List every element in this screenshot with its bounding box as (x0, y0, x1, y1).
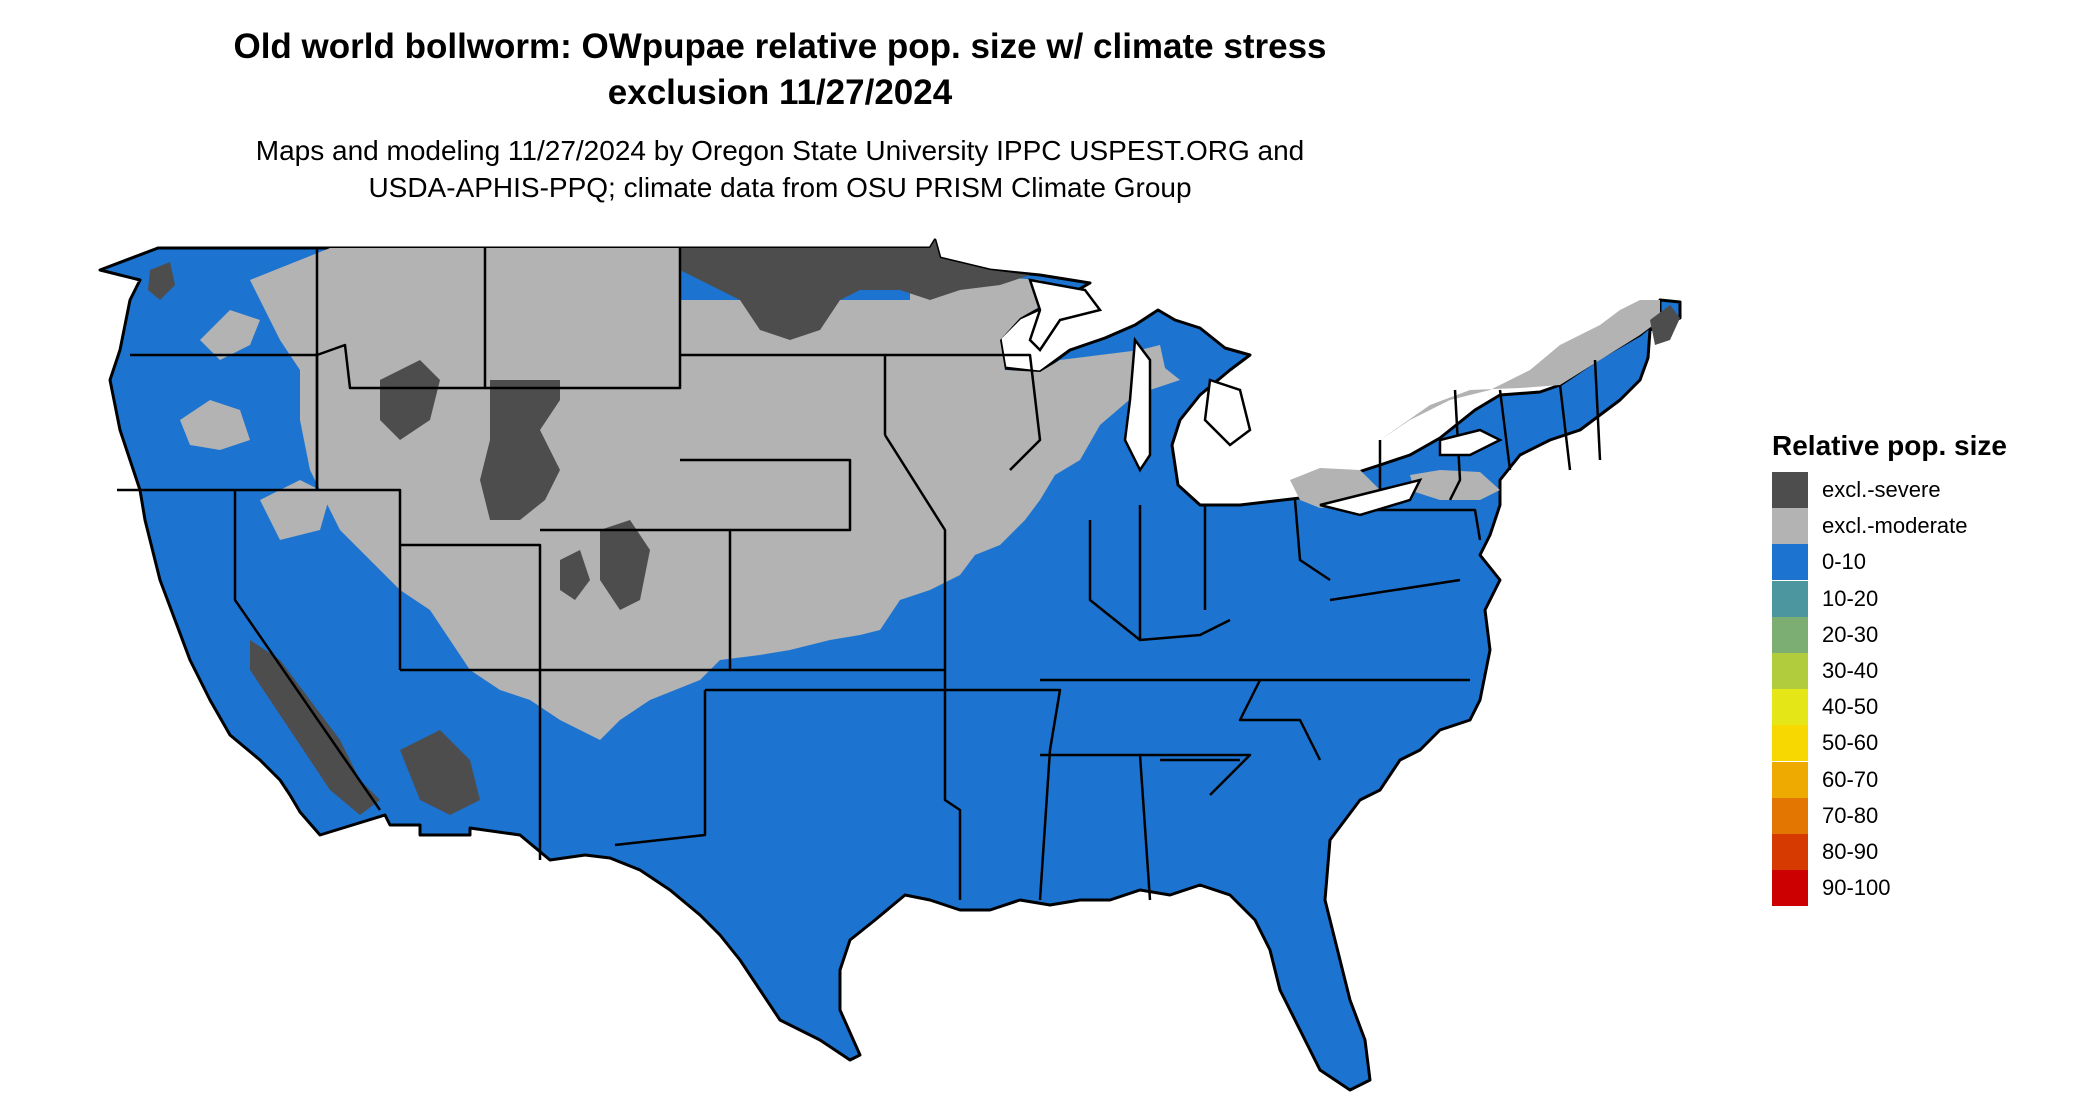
legend-label: 60-70 (1822, 766, 1879, 792)
map-title-line1: Old world bollworm: OWpupae relative pop… (233, 27, 1327, 66)
legend-swatch (1772, 544, 1808, 581)
legend-item: 40-50 (1772, 689, 2082, 726)
legend-item: excl.-moderate (1772, 508, 2082, 545)
legend-item: 0-10 (1772, 544, 2082, 581)
legend-swatch (1772, 797, 1808, 834)
legend-item: 90-100 (1772, 870, 2082, 907)
legend-swatch (1772, 870, 1808, 907)
map-subtitle: Maps and modeling 11/27/2024 by Oregon S… (0, 132, 1560, 206)
legend-item: 80-90 (1772, 833, 2082, 870)
us-map (70, 235, 1750, 1105)
legend-label: excl.-severe (1822, 477, 1941, 503)
legend-swatch (1772, 616, 1808, 653)
legend-swatch (1772, 761, 1808, 798)
map-subtitle-line1: Maps and modeling 11/27/2024 by Oregon S… (255, 135, 1305, 166)
legend-label: 30-40 (1822, 658, 1879, 684)
legend-label: 80-90 (1822, 838, 1879, 864)
legend-swatch (1772, 508, 1808, 545)
us-map-svg (98, 238, 1682, 1092)
legend-swatch (1772, 472, 1808, 509)
legend-item: 20-30 (1772, 616, 2082, 653)
map-title-line2: exclusion 11/27/2024 (607, 73, 953, 112)
legend-item: excl.-severe (1772, 472, 2082, 509)
legend-swatch (1772, 653, 1808, 690)
legend-label: 20-30 (1822, 621, 1879, 647)
map-title: Old world bollworm: OWpupae relative pop… (0, 24, 1560, 116)
map-subtitle-line2: USDA-APHIS-PPQ; climate data from OSU PR… (368, 172, 1192, 203)
legend-item: 30-40 (1772, 653, 2082, 690)
legend-label: 90-100 (1822, 875, 1891, 901)
legend-title: Relative pop. size (1772, 430, 2007, 461)
legend-label: excl.-moderate (1822, 513, 1968, 539)
legend-item: 10-20 (1772, 580, 2082, 617)
legend-label: 40-50 (1822, 694, 1879, 720)
great-lakes (1028, 278, 1503, 517)
excl-severe-areas (148, 240, 1680, 815)
legend-swatch (1772, 833, 1808, 870)
legend-item: 50-60 (1772, 725, 2082, 762)
title-block: Old world bollworm: OWpupae relative pop… (0, 24, 1560, 206)
legend-item: 70-80 (1772, 797, 2082, 834)
legend-swatch (1772, 580, 1808, 617)
legend-label: 0-10 (1822, 549, 1867, 575)
legend-label: 70-80 (1822, 802, 1879, 828)
state-borders (117, 248, 1602, 901)
legend-label: 10-20 (1822, 585, 1879, 611)
legend-item: 60-70 (1772, 761, 2082, 798)
legend: Relative pop. size excl.-severe excl.-mo… (1772, 428, 2082, 907)
legend-swatch (1772, 689, 1808, 726)
legend-label: 50-60 (1822, 730, 1879, 756)
legend-swatch (1772, 725, 1808, 762)
